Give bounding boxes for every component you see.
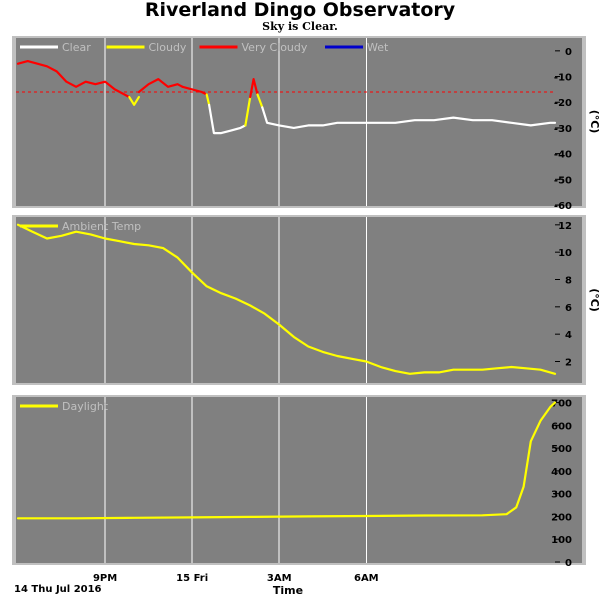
x-tick-label: 9PM — [93, 573, 117, 584]
y-tick-label: 0 — [565, 558, 572, 569]
y-tick-label: 0 — [565, 47, 572, 58]
y-tick-label: -10 — [554, 73, 572, 84]
legend-label: Daylight — [62, 400, 109, 413]
x-tick-label: 6AM — [354, 573, 379, 584]
y-tick-label: 2 — [565, 358, 572, 369]
series-line — [16, 401, 557, 520]
legend-label: Wet — [367, 41, 389, 54]
y-tick-label: 400 — [551, 467, 572, 478]
y-tick-label: -40 — [554, 150, 572, 161]
panel-ambient: 12 10 8 6 4 2 (°C) Ambient Temp — [12, 215, 600, 385]
legend-label: Very Cloudy — [242, 41, 308, 54]
y-tick-label: 4 — [565, 330, 572, 341]
series-line — [16, 223, 557, 375]
legend-label: Clear — [62, 41, 91, 54]
series-line — [137, 77, 184, 94]
legend-label: Ambient Temp — [62, 220, 141, 233]
sky-status-subtitle: Sky is Clear. — [262, 20, 338, 33]
y-tick-label: 6 — [565, 303, 572, 314]
legend-label: Cloudy — [149, 41, 187, 54]
series-line — [16, 59, 131, 99]
series-line — [261, 106, 557, 130]
y-tick-label: -20 — [554, 98, 572, 109]
series-line — [208, 103, 247, 135]
panel-daylight: 700 600 500 400 300 200 100 0 Daylight — [12, 395, 586, 569]
y-tick-label: 300 — [551, 490, 572, 501]
x-tick-label: 15 Fri — [176, 573, 208, 584]
x-tick-label: 3AM — [267, 573, 292, 584]
panel-background — [16, 397, 582, 563]
y-tick-label: -60 — [554, 201, 572, 212]
start-date-label: 14 Thu Jul 2016 — [14, 584, 102, 595]
y-unit-label: (°C) — [588, 110, 600, 134]
y-tick-label: -50 — [554, 175, 572, 186]
panel-background — [16, 217, 582, 383]
y-tick-label: 10 — [558, 248, 572, 259]
y-tick-label: 600 — [551, 421, 572, 432]
series-line — [256, 93, 264, 109]
y-tick-label: 100 — [551, 535, 572, 546]
series-line — [128, 95, 140, 106]
series-line — [249, 77, 259, 99]
page-title: Riverland Dingo Observatory — [144, 0, 456, 21]
series-line — [181, 85, 208, 96]
y-tick-label: 12 — [558, 221, 572, 232]
panel-sky: 0 -10 -20 -30 -40 -50 -60 (°C) Clear Cloudy Very C… — [12, 36, 600, 212]
series-line — [244, 95, 252, 127]
panel-background — [16, 38, 582, 206]
y-tick-label: -30 — [554, 124, 572, 135]
y-tick-label: 200 — [551, 512, 572, 523]
y-tick-label: 500 — [551, 444, 572, 455]
y-tick-label: 8 — [565, 276, 572, 287]
y-tick-label: 700 — [551, 399, 572, 410]
x-axis-title: Time — [273, 584, 303, 597]
y-unit-label: (°C) — [588, 288, 600, 312]
series-line — [205, 93, 211, 106]
